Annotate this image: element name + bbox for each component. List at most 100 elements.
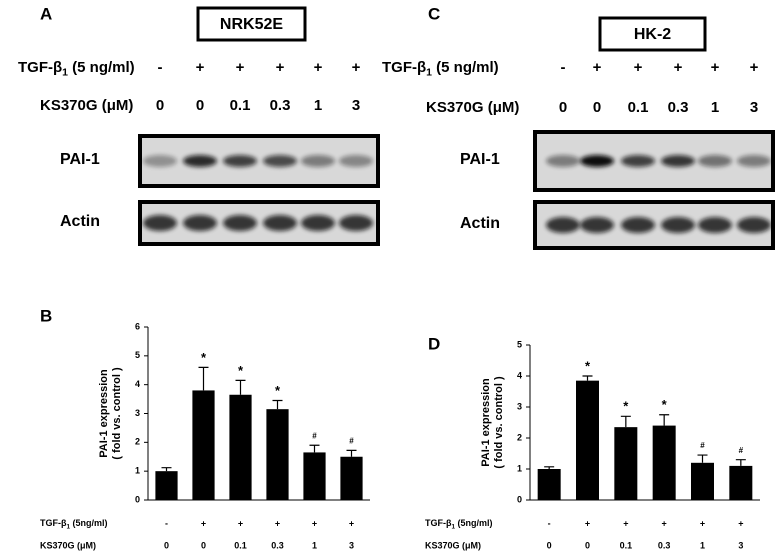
significance-marker: * <box>275 383 281 398</box>
error-bar <box>235 379 246 395</box>
tgf-main: TGF-β <box>382 59 426 76</box>
tgf-unit: (5 ng/ml) <box>68 59 135 76</box>
ks-dose: 0 <box>559 99 567 116</box>
tgf-sign: - <box>561 59 566 76</box>
y-tick-label: 5 <box>135 350 140 360</box>
y-axis-label: PAI-1 expression <box>480 378 492 467</box>
cell-line: NRK52E <box>220 16 283 33</box>
significance-marker: * <box>201 350 207 365</box>
tgf-sign: - <box>548 518 551 528</box>
significance-marker: * <box>662 397 668 412</box>
bar <box>340 456 363 500</box>
tgf-sign: + <box>201 518 206 528</box>
x-tick-label: 0 <box>164 540 169 550</box>
bar <box>266 409 289 500</box>
tgf-sign: + <box>196 59 205 76</box>
y-axis-label: ( fold vs. control ) <box>493 376 505 469</box>
y-tick-label: 3 <box>135 408 140 418</box>
blot-band <box>339 155 373 167</box>
blot-row-label: PAI-1 <box>460 151 500 168</box>
blot-band <box>661 155 695 167</box>
error-bar <box>309 444 320 453</box>
blot-band <box>263 215 297 231</box>
error-bar <box>620 415 631 428</box>
tgf-sign: + <box>634 59 643 76</box>
ks-label: KS370G (μM) <box>426 99 519 116</box>
blot-band <box>698 217 732 233</box>
panel-letter: C <box>428 4 440 23</box>
x-tick-label: 1 <box>312 540 317 550</box>
tgf-unit: (5 ng/ml) <box>432 59 499 76</box>
bar <box>155 471 178 500</box>
tgf-label: TGF-β1 (5ng/ml) <box>425 518 493 530</box>
y-tick-label: 4 <box>517 370 522 380</box>
tgf-sign: + <box>314 59 323 76</box>
tgf-sign: + <box>674 59 683 76</box>
blot-row-label: PAI-1 <box>60 151 100 168</box>
bar <box>614 427 638 500</box>
ks-dose: 0.1 <box>628 99 649 116</box>
x-tick-label: 1 <box>700 540 705 550</box>
tgf-sub: 1 <box>426 66 432 78</box>
tgf-main: TGF-β <box>18 59 62 76</box>
ks-dose: 0.3 <box>668 99 689 116</box>
tgf-sign: + <box>585 518 590 528</box>
blot-band <box>621 155 655 167</box>
tgf-sign: + <box>349 518 354 528</box>
y-tick-label: 5 <box>517 339 522 349</box>
significance-marker: * <box>238 363 244 378</box>
tgf-label: TGF-β1 (5 ng/ml) <box>18 59 135 78</box>
blot-band <box>223 155 257 167</box>
bar <box>576 380 599 500</box>
tgf-sign: + <box>711 59 720 76</box>
category-label: KS370G (μM) <box>425 540 481 550</box>
tgf-main: TGF-β <box>40 518 67 528</box>
ks-dose: 0 <box>593 99 601 116</box>
blot-band <box>737 155 771 167</box>
bar <box>192 390 215 500</box>
tgf-sign: - <box>158 59 163 76</box>
ks-dose: 0.3 <box>270 97 291 114</box>
category-label: KS370G (μM) <box>40 540 96 550</box>
y-tick-label: 3 <box>517 401 522 411</box>
error-bar <box>582 375 593 381</box>
tgf-sign: + <box>593 59 602 76</box>
panel-letter: A <box>40 4 52 23</box>
tgf-sub: 1 <box>62 66 68 78</box>
blot-bg <box>138 200 380 246</box>
blot-band <box>737 217 771 233</box>
ks-label: KS370G (μM) <box>40 97 133 114</box>
blot-band <box>621 217 655 233</box>
tgf-sign: + <box>623 518 628 528</box>
tgf-sign: + <box>700 518 705 528</box>
tgf-sign: + <box>238 518 243 528</box>
tgf-main: TGF-β <box>425 518 452 528</box>
x-tick-label: 0.3 <box>658 540 671 550</box>
blot-band <box>546 155 580 167</box>
y-tick-label: 1 <box>517 463 522 473</box>
error-bar <box>697 454 708 463</box>
y-tick-label: 2 <box>135 437 140 447</box>
tgf-sign: + <box>275 518 280 528</box>
error-bar <box>198 366 209 391</box>
blot-band <box>223 215 257 231</box>
significance-marker: # <box>312 431 317 440</box>
x-tick-label: 0.1 <box>620 540 633 550</box>
ks-dose: 0.1 <box>230 97 251 114</box>
y-tick-label: 0 <box>517 494 522 504</box>
ks-dose: 1 <box>314 97 322 114</box>
error-bar <box>659 414 670 426</box>
ks-dose: 1 <box>711 99 719 116</box>
ks-dose: 3 <box>352 97 360 114</box>
error-bar <box>161 467 172 472</box>
x-tick-label: 0.3 <box>271 540 284 550</box>
blot-band <box>183 215 217 231</box>
blot-row-label: Actin <box>460 215 500 232</box>
blot-band <box>143 155 177 167</box>
blot-band <box>183 155 217 167</box>
blot-band <box>339 215 373 231</box>
error-bar <box>544 466 555 469</box>
tgf-sign: + <box>236 59 245 76</box>
tgf-sign: + <box>276 59 285 76</box>
bar <box>303 452 326 500</box>
